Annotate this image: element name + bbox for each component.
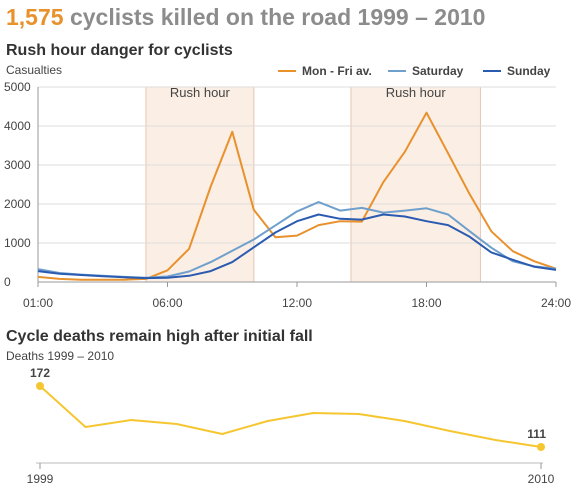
legend-label: Mon - Fri av. (302, 64, 372, 78)
x-tick-label: 2010 (528, 472, 555, 486)
x-tick-label: 1999 (27, 472, 54, 486)
y-tick-label: 3000 (4, 158, 31, 172)
legend-label: Sunday (507, 64, 551, 78)
x-tick-label: 24:00 (541, 296, 571, 310)
rush-hour-label: Rush hour (386, 85, 447, 100)
headline-number: 1,575 (6, 4, 64, 30)
y-tick-label: 1000 (4, 236, 31, 250)
series-line-2 (37, 213, 557, 280)
casualties-by-hour-chart: Rush hour Rush hour 0 1000 2000 3000 4000 5000 0… (4, 64, 571, 310)
rush-hour-band-0 (145, 87, 254, 282)
y-tick-label: 4000 (4, 119, 31, 133)
headline: 1,575 cyclists killed on the road 1999 –… (6, 4, 485, 31)
headline-text: cyclists killed on the road 1999 – 2010 (63, 4, 486, 30)
chart2-title: Cycle deaths remain high after initial f… (6, 328, 313, 345)
rush-hour-band-1 (350, 87, 481, 282)
chart2-subtitle: Deaths 1999 – 2010 (6, 349, 115, 363)
chart1-title: Rush hour danger for cyclists (6, 42, 233, 59)
deaths-by-year-chart: 1999 2010 172 111 (27, 366, 555, 486)
chart1-ylabel: Casualties (6, 63, 63, 77)
series-line-0 (37, 111, 557, 281)
y-tick-label: 0 (4, 275, 11, 289)
y-tick-label: 2000 (4, 197, 31, 211)
deaths-value-label: 111 (527, 427, 546, 441)
x-tick-label: 18:00 (411, 296, 441, 310)
deaths-value-label: 172 (30, 366, 50, 380)
legend-label: Saturday (412, 64, 464, 78)
deaths-point-marker (36, 382, 44, 390)
y-tick-label: 5000 (4, 80, 31, 94)
x-tick-label: 01:00 (23, 296, 53, 310)
deaths-point-marker (537, 443, 545, 451)
x-tick-label: 06:00 (152, 296, 182, 310)
rush-hour-label: Rush hour (170, 85, 231, 100)
x-tick-label: 12:00 (282, 296, 312, 310)
deaths-line (39, 385, 542, 448)
